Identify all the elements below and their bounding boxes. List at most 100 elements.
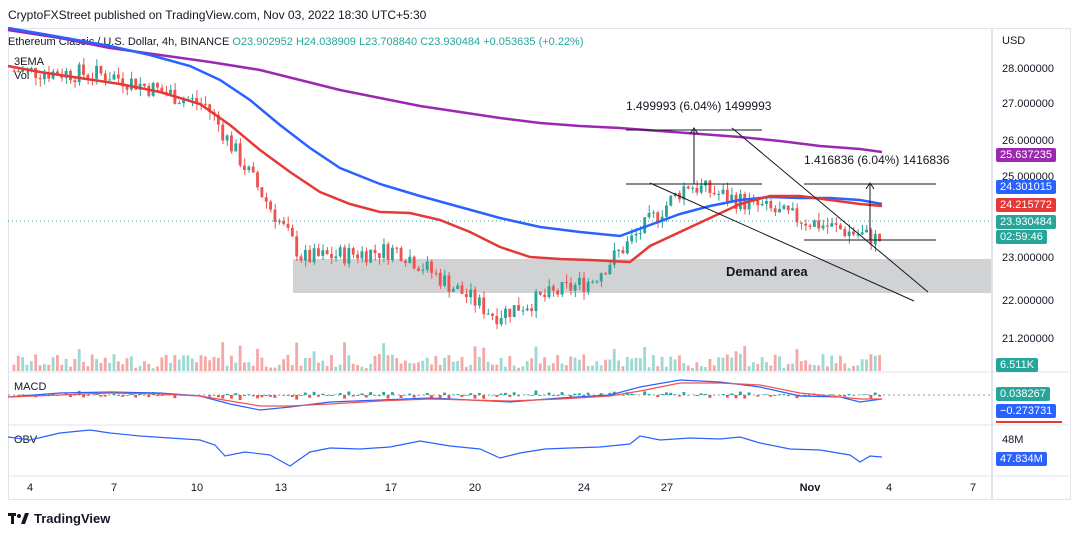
candle-body (730, 194, 734, 202)
candle-body (373, 249, 377, 254)
candle-body (721, 189, 725, 194)
candle-body (651, 212, 655, 214)
macd-bar (477, 393, 481, 395)
macd-indicator-label[interactable]: MACD (14, 381, 47, 393)
volume-indicator-label[interactable]: Vol (14, 70, 30, 82)
macd-bar (665, 392, 668, 395)
tradingview-logo[interactable]: TradingView (8, 511, 110, 526)
signal-tag: −0.273731 (996, 404, 1057, 418)
macd-bar (464, 395, 468, 396)
candle-body (334, 256, 338, 259)
volume-bar (808, 364, 812, 371)
volume-bar (747, 366, 751, 371)
volume-bar (234, 362, 238, 371)
candle-body (634, 233, 638, 236)
macd-bar (143, 395, 146, 396)
volume-bar (682, 363, 686, 371)
volume-bar (364, 367, 368, 371)
candle-body (495, 315, 499, 325)
price-tick: 28.000000 (1002, 63, 1054, 75)
volume-bar (860, 359, 864, 371)
macd-bar (682, 392, 686, 395)
volume-bar (12, 364, 16, 371)
candle-body (364, 251, 368, 263)
volume-bar (434, 355, 438, 371)
macd-bar (260, 395, 264, 398)
candle-body (508, 308, 512, 317)
candle-body (477, 297, 481, 306)
macd-bar (547, 392, 551, 395)
macd-bar (865, 394, 868, 395)
low-value: L23.708840 (359, 36, 418, 48)
macd-bar (425, 393, 429, 395)
candle-body (473, 289, 477, 306)
candle-body (277, 220, 281, 222)
macd-bar (360, 393, 364, 395)
candle-body (190, 97, 194, 100)
candle-body (491, 313, 494, 316)
macd-bar (351, 395, 355, 397)
volume-bar (425, 357, 429, 371)
volume-bar (134, 367, 138, 371)
volume-bar (595, 361, 599, 371)
volume-bar (604, 359, 607, 371)
macd-bar (121, 395, 125, 397)
macd-bar (782, 394, 786, 395)
candle-body (390, 247, 394, 261)
macd-bar (282, 395, 286, 396)
candle-body (395, 247, 399, 249)
volume-bar (569, 356, 573, 371)
macd-bar (382, 391, 386, 395)
candle-body (177, 103, 181, 105)
macd-bar (251, 395, 255, 397)
candle-body (586, 281, 590, 292)
macd-bar (343, 395, 346, 399)
volume-bar (491, 364, 494, 371)
macd-bar (325, 395, 329, 396)
candle-body (843, 229, 847, 237)
measure-label-1: 1.499993 (6.04%) 1499993 (626, 99, 772, 113)
macd-bar (438, 395, 442, 398)
macd-bar (356, 395, 359, 396)
macd-bar (725, 395, 729, 398)
volume-bar (21, 357, 25, 371)
candle-body (269, 201, 272, 210)
macd-bar (225, 393, 229, 395)
volume-bar (38, 365, 42, 371)
candle-body (856, 234, 860, 236)
publisher-line: CryptoFXStreet published on TradingView.… (8, 8, 427, 22)
volume-bar (260, 357, 264, 371)
volume-bar (599, 365, 603, 371)
volume-bar (269, 367, 272, 371)
volume-bar (460, 356, 464, 371)
volume-bar (617, 360, 620, 371)
candle-body (456, 285, 460, 289)
macd-bar (230, 395, 233, 399)
macd-bar (303, 392, 307, 395)
volume-bar (177, 359, 181, 371)
macd-bar (747, 392, 751, 395)
volume-bar (530, 358, 533, 371)
candle-body (95, 65, 98, 79)
price-scale-frame (991, 28, 1071, 500)
volume-bar (77, 349, 81, 371)
candle-body (578, 277, 581, 285)
candle-body (338, 247, 342, 257)
macd-bar (839, 395, 842, 396)
ema-indicator-label[interactable]: 3EMA (14, 56, 44, 68)
macd-bar (673, 394, 677, 395)
volume-bar (538, 363, 542, 371)
macd-bar (347, 391, 351, 395)
macd-bar (878, 395, 881, 397)
candle-body (286, 223, 290, 228)
volume-bar (147, 363, 151, 371)
candle-body (299, 256, 303, 261)
volume-bar (225, 365, 229, 371)
volume-bar (290, 365, 294, 371)
macd-bar (765, 394, 768, 395)
macd-bar (586, 392, 590, 395)
volume-bar (382, 343, 386, 371)
volume-bar (308, 358, 312, 371)
volume-bar (521, 366, 525, 371)
